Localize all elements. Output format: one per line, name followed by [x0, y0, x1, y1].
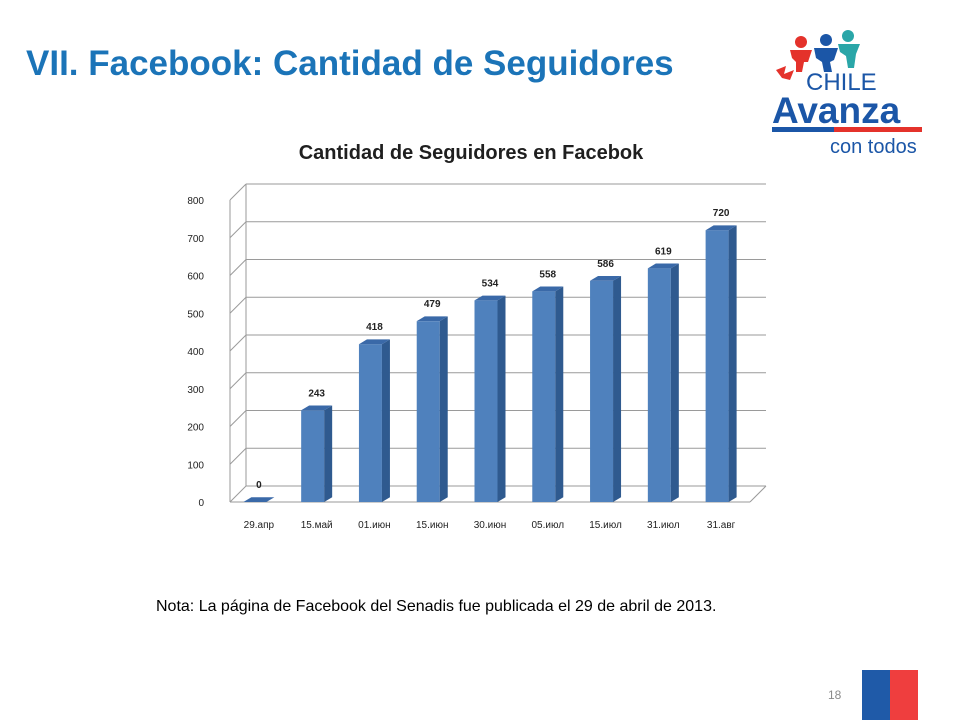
- y-tick-label: 600: [187, 272, 204, 283]
- y-tick-label: 200: [187, 423, 204, 434]
- slide-number: 18: [828, 688, 842, 702]
- bar: [705, 225, 737, 502]
- bar-chart: Cantidad de Seguidores en Facebok 0 100 20…: [187, 142, 767, 531]
- x-tick-label: 01.июн: [358, 520, 391, 531]
- bar-front: [416, 321, 440, 502]
- chile-avanza-logo: CHILE Avanza con todos: [772, 30, 922, 158]
- x-tick-label: 15.июл: [589, 520, 622, 531]
- y-tick-label: 0: [198, 498, 204, 509]
- gridline-side: [229, 221, 247, 239]
- bar-front: [590, 280, 614, 502]
- bar: [416, 316, 448, 502]
- gridline-side: [229, 183, 247, 201]
- bar-front: [474, 300, 498, 502]
- bar-front: [647, 268, 671, 502]
- bar-front: [705, 230, 729, 502]
- data-label: 243: [308, 388, 325, 399]
- bar-side: [497, 295, 506, 502]
- y-tick-label: 500: [187, 309, 204, 320]
- data-label: 619: [655, 246, 672, 257]
- chart-title: Cantidad de Seguidores en Facebok: [299, 142, 644, 164]
- x-tick-label: 15.май: [301, 520, 333, 531]
- gridline-side: [229, 447, 247, 465]
- x-tick-label: 29.апр: [244, 520, 275, 531]
- gridline-side: [229, 485, 247, 503]
- gridline-side: [229, 259, 247, 276]
- y-tick-label: 400: [187, 347, 204, 358]
- logo-red-stripe: [834, 127, 922, 132]
- x-tick-label: 31.июл: [647, 520, 680, 531]
- data-label: 586: [597, 259, 614, 270]
- y-tick-label: 700: [187, 234, 204, 245]
- y-tick-label: 800: [187, 196, 204, 207]
- gridline-side: [229, 296, 247, 314]
- bar-side: [613, 275, 622, 502]
- bar-top: [301, 405, 333, 411]
- bar: [358, 339, 390, 502]
- bar-top: [416, 316, 448, 322]
- bar: [301, 405, 333, 502]
- bar-side: [728, 225, 737, 502]
- data-label: 0: [256, 480, 262, 491]
- gridline-side: [229, 372, 247, 390]
- data-label: 534: [482, 278, 499, 289]
- slide-title: VII. Facebook: Cantidad de Seguidores: [26, 44, 674, 83]
- logo-blue-stripe: [772, 127, 834, 132]
- x-tick-label: 15.июн: [416, 520, 449, 531]
- data-label: 720: [713, 208, 730, 219]
- children-figures-icon: [776, 30, 860, 80]
- y-tick-label: 300: [187, 385, 204, 396]
- bar-side: [381, 339, 390, 502]
- bar-top: [243, 497, 275, 502]
- x-tick-label: 30.июн: [474, 520, 507, 531]
- bar: [243, 497, 275, 502]
- chile-flag-icon: [862, 670, 918, 720]
- logo-chile-text: CHILE: [806, 69, 877, 96]
- bar-top: [705, 225, 737, 231]
- x-tick-label: 31.авг: [707, 520, 736, 531]
- bar: [474, 295, 506, 502]
- floor-side-edge: [749, 485, 767, 503]
- bar-side: [439, 316, 448, 502]
- gridline-side: [229, 410, 247, 427]
- bar-side: [555, 286, 564, 502]
- bar-side: [670, 263, 679, 502]
- bar-top: [532, 286, 564, 292]
- footnote: Nota: La página de Facebook del Senadis …: [156, 598, 717, 615]
- bar-top: [590, 275, 622, 281]
- bar: [647, 263, 679, 502]
- bar-front: [532, 291, 556, 502]
- logo-avanza-text: Avanza: [772, 90, 901, 131]
- data-label: 479: [424, 299, 441, 310]
- data-label: 418: [366, 322, 383, 333]
- y-tick-label: 100: [187, 460, 204, 471]
- bar: [590, 275, 622, 502]
- bar-front: [358, 344, 382, 502]
- bar-top: [647, 263, 679, 269]
- data-label: 558: [539, 269, 556, 280]
- bar-top: [474, 295, 506, 301]
- bar-side: [324, 405, 333, 502]
- bar-top: [358, 339, 390, 345]
- bar-front: [301, 410, 325, 502]
- x-tick-label: 05.июл: [531, 520, 564, 531]
- logo-con-todos-text: con todos: [830, 136, 917, 158]
- bar: [532, 286, 564, 502]
- gridline-side: [229, 334, 247, 352]
